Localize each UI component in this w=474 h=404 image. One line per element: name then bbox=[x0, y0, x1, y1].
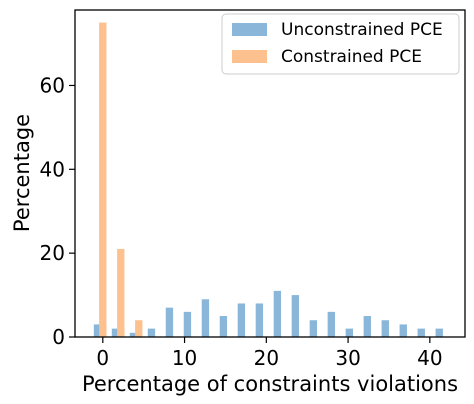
y-tick-label-2: 40 bbox=[40, 157, 65, 181]
bar-series-0-11 bbox=[291, 295, 300, 337]
bar-series-0-16 bbox=[381, 320, 389, 337]
bar-series-0-6 bbox=[201, 299, 210, 337]
legend-label-unconstrained: Unconstrained PCE bbox=[281, 20, 443, 40]
legend-swatch-unconstrained bbox=[232, 23, 267, 36]
bar-series-0-14 bbox=[345, 328, 353, 337]
y-tick-label-1: 20 bbox=[40, 241, 65, 265]
bar-series-0-8 bbox=[237, 303, 246, 337]
bar-series-0-10 bbox=[273, 290, 282, 337]
bar-series-0-15 bbox=[363, 316, 371, 337]
bar-series-0-17 bbox=[399, 324, 407, 337]
bar-series-1-1 bbox=[117, 248, 125, 337]
bar-series-0-19 bbox=[435, 328, 443, 337]
bar-series-1-2 bbox=[135, 320, 143, 337]
plot-frame bbox=[74, 9, 466, 338]
bar-series-1-0 bbox=[99, 22, 107, 338]
x-tick-label-2: 20 bbox=[254, 346, 279, 370]
bar-series-0-1 bbox=[111, 328, 120, 337]
bar-series-0-13 bbox=[327, 311, 335, 337]
bar-series-0-9 bbox=[255, 303, 264, 337]
y-axis-label: Percentage bbox=[10, 114, 34, 232]
legend: Unconstrained PCE Constrained PCE bbox=[221, 13, 460, 75]
y-tick-label-3: 60 bbox=[40, 73, 65, 97]
bar-series-0-5 bbox=[183, 311, 192, 337]
legend-label-constrained: Constrained PCE bbox=[281, 47, 422, 67]
legend-box bbox=[221, 13, 460, 75]
bars-layer bbox=[93, 22, 443, 338]
bar-series-0-0 bbox=[93, 324, 102, 337]
x-tick-label-4: 40 bbox=[417, 346, 442, 370]
legend-swatch-constrained bbox=[232, 50, 267, 63]
x-tick-label-0: 0 bbox=[96, 346, 109, 370]
bar-series-0-7 bbox=[219, 316, 228, 337]
bar-series-0-18 bbox=[417, 328, 425, 337]
x-tick-label-1: 10 bbox=[172, 346, 197, 370]
bar-series-0-2 bbox=[129, 332, 138, 337]
x-tick-label-3: 30 bbox=[335, 346, 360, 370]
bar-series-0-3 bbox=[147, 328, 156, 337]
bar-series-0-12 bbox=[309, 320, 318, 337]
ticks-layer: 0 10 20 30 40 0 20 40 60 bbox=[40, 73, 443, 370]
y-tick-label-0: 0 bbox=[52, 325, 65, 349]
bar-series-0-4 bbox=[165, 307, 174, 337]
x-axis-label: Percentage of constraints violations bbox=[82, 372, 458, 396]
